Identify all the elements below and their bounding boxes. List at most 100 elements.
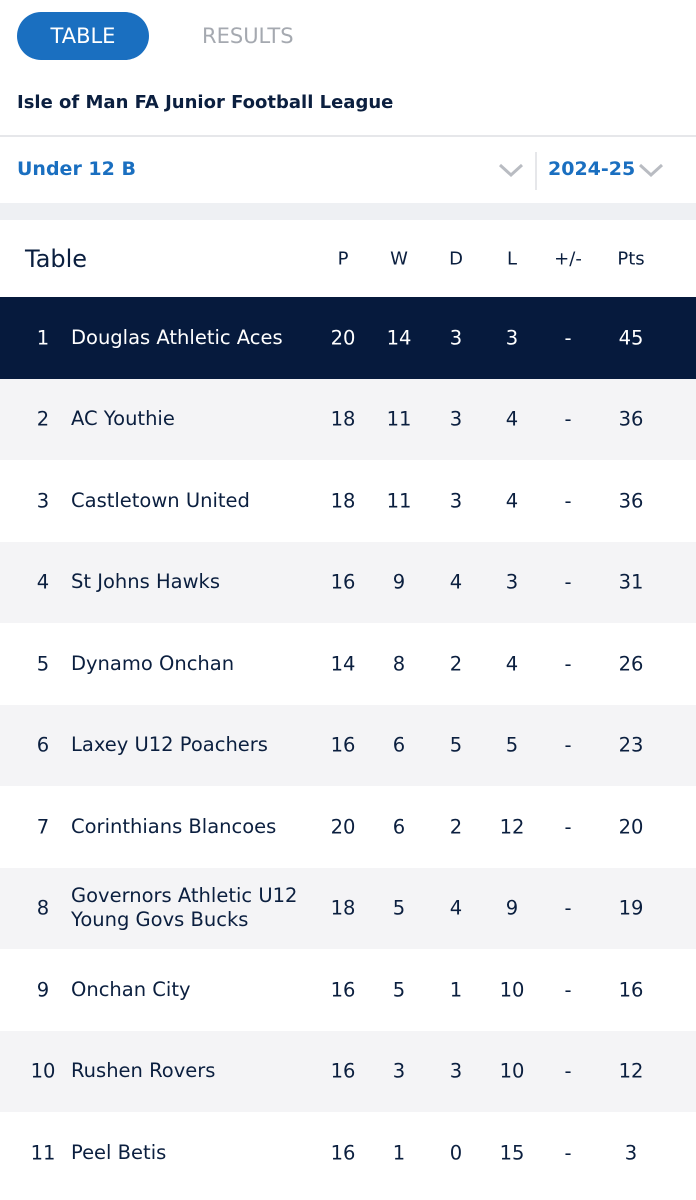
stat: -: [564, 815, 572, 839]
stat: -: [564, 1059, 572, 1083]
stat: 11: [386, 489, 412, 513]
position: 10: [30, 1059, 56, 1083]
divider: [535, 152, 537, 190]
stat: 23: [618, 733, 644, 757]
stat: 14: [330, 652, 356, 676]
stat: 4: [449, 896, 463, 920]
team-name: Peel Betis: [71, 1140, 167, 1164]
position: 9: [36, 978, 50, 1002]
stat: 15: [499, 1141, 525, 1165]
stat: 31: [618, 570, 644, 594]
stat: 36: [618, 489, 644, 513]
stat: -: [564, 1141, 572, 1165]
position: 11: [30, 1141, 56, 1165]
stat: 2: [449, 815, 463, 839]
stat: 4: [505, 489, 519, 513]
table-row: 9 Onchan City 16 5 1 10 - 16: [0, 949, 696, 1031]
stat: 20: [330, 326, 356, 350]
stat: 4: [449, 570, 463, 594]
header-row: Table P W D L +/- Pts: [0, 220, 696, 297]
stat: 3: [505, 570, 519, 594]
stat: 1: [449, 978, 463, 1002]
stat: 5: [392, 978, 406, 1002]
stat: 6: [392, 815, 406, 839]
stat: 18: [330, 896, 356, 920]
stat: 11: [386, 407, 412, 431]
stat: 2: [449, 652, 463, 676]
stat: 36: [618, 407, 644, 431]
tab-table[interactable]: TABLE: [17, 12, 149, 60]
team-name: Corinthians Blancoes: [71, 814, 277, 838]
stat: 14: [386, 326, 412, 350]
position: 3: [36, 489, 50, 513]
stat: -: [564, 489, 572, 513]
table-row: 6 Laxey U12 Poachers 16 6 5 5 - 23: [0, 704, 696, 786]
table-row: 10 Rushen Rovers 16 3 3 10 - 12: [0, 1030, 696, 1112]
stat: 26: [618, 652, 644, 676]
stat: 5: [505, 733, 519, 757]
stat: 3: [392, 1059, 406, 1083]
stat: 18: [330, 489, 356, 513]
stat: -: [564, 733, 572, 757]
stat: 9: [392, 570, 406, 594]
stat: -: [564, 978, 572, 1002]
stat: 1: [392, 1141, 406, 1165]
stat: 3: [505, 326, 519, 350]
stat: 10: [499, 978, 525, 1002]
stat: 5: [449, 733, 463, 757]
team-name: Laxey U12 Poachers: [71, 733, 268, 757]
position: 6: [36, 733, 50, 757]
stat: 19: [618, 896, 644, 920]
position: 4: [36, 570, 50, 594]
stat: -: [564, 407, 572, 431]
team-name: Governors Athletic U12 Young Govs Bucks: [71, 884, 298, 932]
stat: 9: [505, 896, 519, 920]
team-name: Onchan City: [71, 977, 191, 1001]
column-header: D: [449, 248, 463, 269]
tab-results[interactable]: RESULTS: [202, 24, 294, 48]
stat: 16: [330, 1059, 356, 1083]
position: 8: [36, 896, 50, 920]
band: [0, 203, 696, 220]
stat: 4: [505, 407, 519, 431]
chevron: [498, 163, 524, 178]
stat: 5: [392, 896, 406, 920]
stat: 10: [499, 1059, 525, 1083]
table-row: 2 AC Youthie 18 11 3 4 - 36: [0, 378, 696, 460]
stat: 3: [449, 326, 463, 350]
stat: 45: [618, 326, 644, 350]
table-row: 11 Peel Betis 16 1 0 15 - 3: [0, 1112, 696, 1194]
stat: 12: [499, 815, 525, 839]
stat: 6: [392, 733, 406, 757]
stat: 16: [330, 978, 356, 1002]
position: 2: [36, 407, 50, 431]
stat: 16: [330, 1141, 356, 1165]
column-header: Pts: [617, 248, 645, 269]
divider: [0, 135, 696, 137]
stat: 12: [618, 1059, 644, 1083]
table-heading: Table: [25, 244, 88, 273]
stat: -: [564, 652, 572, 676]
chevron: [638, 163, 664, 178]
stat: 3: [449, 407, 463, 431]
table-row: 7 Corinthians Blancoes 20 6 2 12 - 20: [0, 786, 696, 868]
stat: 20: [618, 815, 644, 839]
team-name: Castletown United: [71, 488, 250, 512]
season-select[interactable]: 2024-25: [548, 158, 636, 180]
team-name: St Johns Hawks: [71, 570, 220, 594]
table-row: 5 Dynamo Onchan 14 8 2 4 - 26: [0, 623, 696, 705]
table-row: 8 Governors Athletic U12 Young Govs Bucks…: [0, 867, 696, 949]
division-select[interactable]: Under 12 B: [17, 158, 136, 180]
team-name: Douglas Athletic Aces: [71, 325, 283, 349]
stat: -: [564, 570, 572, 594]
column-header: P: [337, 248, 349, 269]
stat: 8: [392, 652, 406, 676]
table-row: 1 Douglas Athletic Aces 20 14 3 3 - 45: [0, 297, 696, 379]
position: 5: [36, 652, 50, 676]
position: 1: [36, 326, 50, 350]
stat: 4: [505, 652, 519, 676]
stat: 20: [330, 815, 356, 839]
stat: 3: [624, 1141, 638, 1165]
stat: 18: [330, 407, 356, 431]
